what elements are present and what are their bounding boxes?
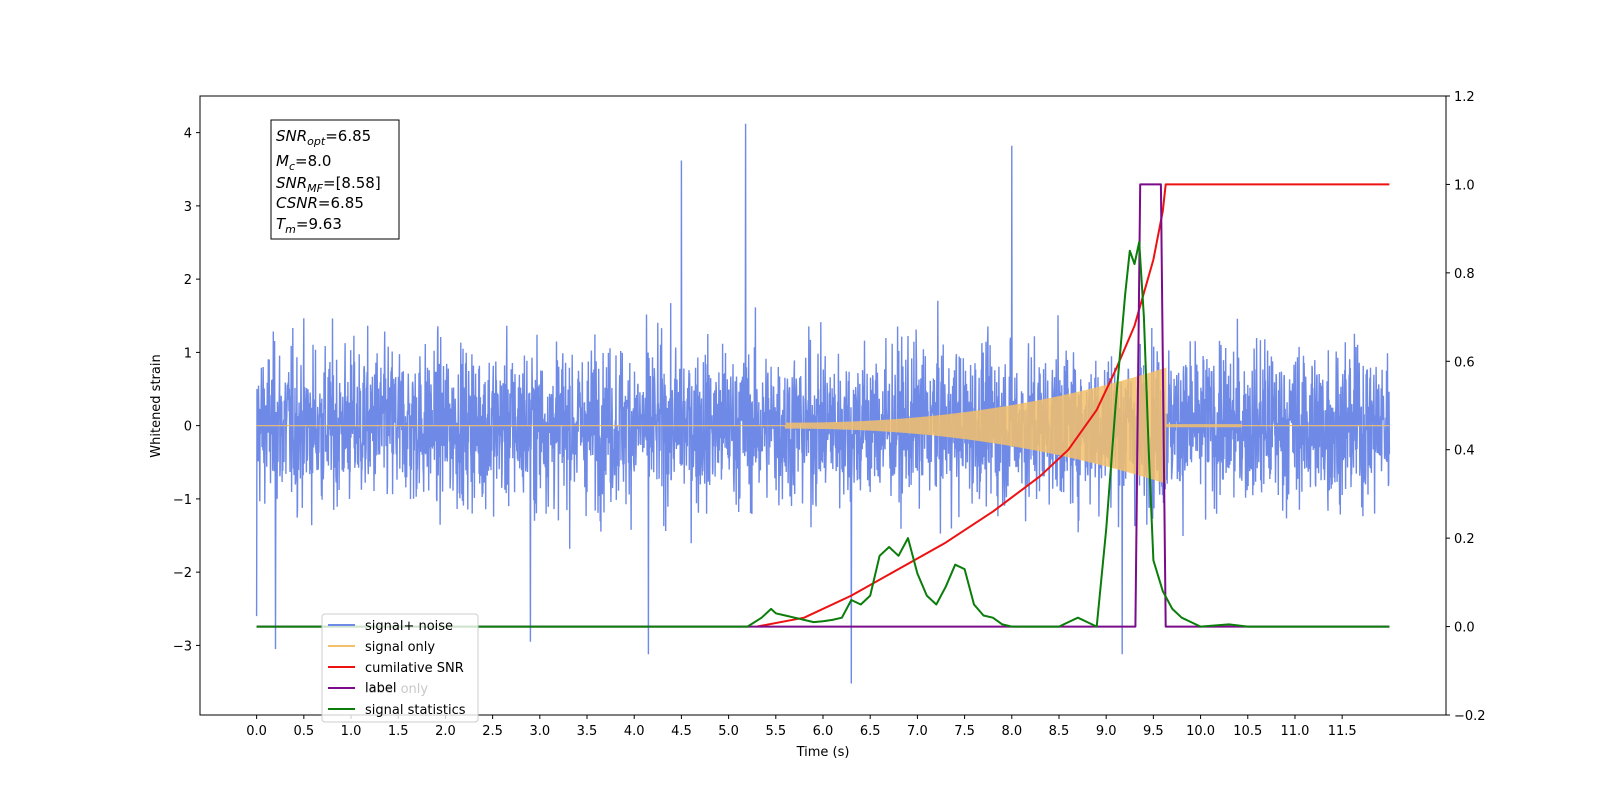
- y-right-tick-label-1: 1.0: [1454, 178, 1475, 193]
- x-tick-label-5: 2.5: [482, 724, 503, 739]
- x-tick-label-11: 5.5: [765, 724, 786, 739]
- y-left-tick-label-6: −2: [173, 566, 192, 581]
- x-tick-label-13: 6.5: [860, 724, 881, 739]
- x-tick-label-23: 11.5: [1328, 724, 1357, 739]
- x-tick-label-9: 4.5: [671, 724, 692, 739]
- series-signal-only: [256, 367, 1390, 484]
- y-left-tick-label-7: −3: [173, 639, 192, 654]
- y-left-tick-label-4: 0: [184, 420, 192, 435]
- x-tick-label-14: 7.0: [907, 724, 928, 739]
- y-left-tick-label-5: −1: [173, 493, 192, 508]
- annotation-snr-opt: SNRopt=6.85: [276, 127, 371, 148]
- x-tick-label-8: 4.0: [624, 724, 645, 739]
- y-right-tick-label-5: 0.2: [1454, 532, 1475, 547]
- x-tick-label-17: 8.5: [1049, 724, 1070, 739]
- y-right-tick-label-0: 1.2: [1454, 90, 1475, 105]
- x-tick-label-10: 5.0: [718, 724, 739, 739]
- legend: signal+ noise signal only cumilative SNR…: [321, 613, 479, 723]
- plot-series: [255, 123, 1391, 684]
- x-tick-label-7: 3.5: [577, 724, 598, 739]
- x-tick-label-21: 10.5: [1233, 724, 1262, 739]
- y-left-tick-label-1: 3: [184, 200, 192, 215]
- legend-label-label: label: [365, 681, 396, 696]
- x-tick-label-2: 1.0: [341, 724, 362, 739]
- annotation-snr-mf: SNRMF=[8.58]: [276, 174, 381, 195]
- y-left-tick-label-0: 4: [184, 127, 192, 142]
- x-tick-label-4: 2.0: [435, 724, 456, 739]
- series-signal-noise: [255, 123, 1391, 684]
- x-axis-label: Time (s): [796, 745, 850, 760]
- annotation-box: SNRopt=6.85 Mc=8.0 SNRMF=[8.58] CSNR=6.8…: [270, 119, 400, 240]
- y-right-tick-label-6: 0.0: [1454, 621, 1475, 636]
- series-signal-statistics: [256, 240, 1390, 628]
- x-tick-label-6: 3.0: [529, 724, 550, 739]
- legend-label-cumilative-snr: cumilative SNR: [365, 661, 464, 676]
- annotation-mc: Mc=8.0: [276, 152, 331, 173]
- x-tick-label-22: 11.0: [1280, 724, 1309, 739]
- y-right-tick-label-2: 0.8: [1454, 267, 1475, 282]
- x-tick-label-3: 1.5: [388, 724, 409, 739]
- legend-label-overlap: label only: [365, 682, 428, 697]
- x-tick-label-12: 6.0: [813, 724, 834, 739]
- x-tick-label-19: 9.5: [1143, 724, 1164, 739]
- x-tick-label-18: 9.0: [1096, 724, 1117, 739]
- y-left-tick-label-2: 2: [184, 273, 192, 288]
- y-right-tick-label-3: 0.6: [1454, 355, 1475, 370]
- legend-label-signal-only: signal only: [365, 640, 435, 655]
- x-axis: 0.0 0.5 1.0 1.5 2.0 2.5 3.0 3.5 4.0 4.5 5.0 5.5 6.0 6…: [246, 715, 1357, 739]
- y-right-tick-label-4: 0.4: [1454, 444, 1475, 459]
- y-axis-right: 1.2 1.0 0.8 0.6 0.4 0.2 0.0 −0.2: [1446, 90, 1486, 724]
- y-right-tick-label-7: −0.2: [1454, 709, 1486, 724]
- series-cumilative-snr: [756, 183, 1390, 628]
- y-axis-label: Whitened strain: [149, 354, 164, 457]
- x-tick-label-0: 0.0: [246, 724, 267, 739]
- x-tick-label-1: 0.5: [293, 724, 314, 739]
- annotation-tm: Tm=9.63: [276, 215, 342, 236]
- legend-label-signal-noise: signal+ noise: [365, 619, 453, 634]
- annotation-csnr: CSNR=6.85: [276, 194, 364, 212]
- x-tick-label-20: 10.0: [1186, 724, 1215, 739]
- x-tick-label-16: 8.0: [1001, 724, 1022, 739]
- y-axis-left: 4 3 2 1 0 −1 −2 −3: [173, 127, 200, 654]
- y-left-tick-label-3: 1: [184, 346, 192, 361]
- x-tick-label-15: 7.5: [954, 724, 975, 739]
- legend-label-signal-statistics: signal statistics: [365, 703, 466, 718]
